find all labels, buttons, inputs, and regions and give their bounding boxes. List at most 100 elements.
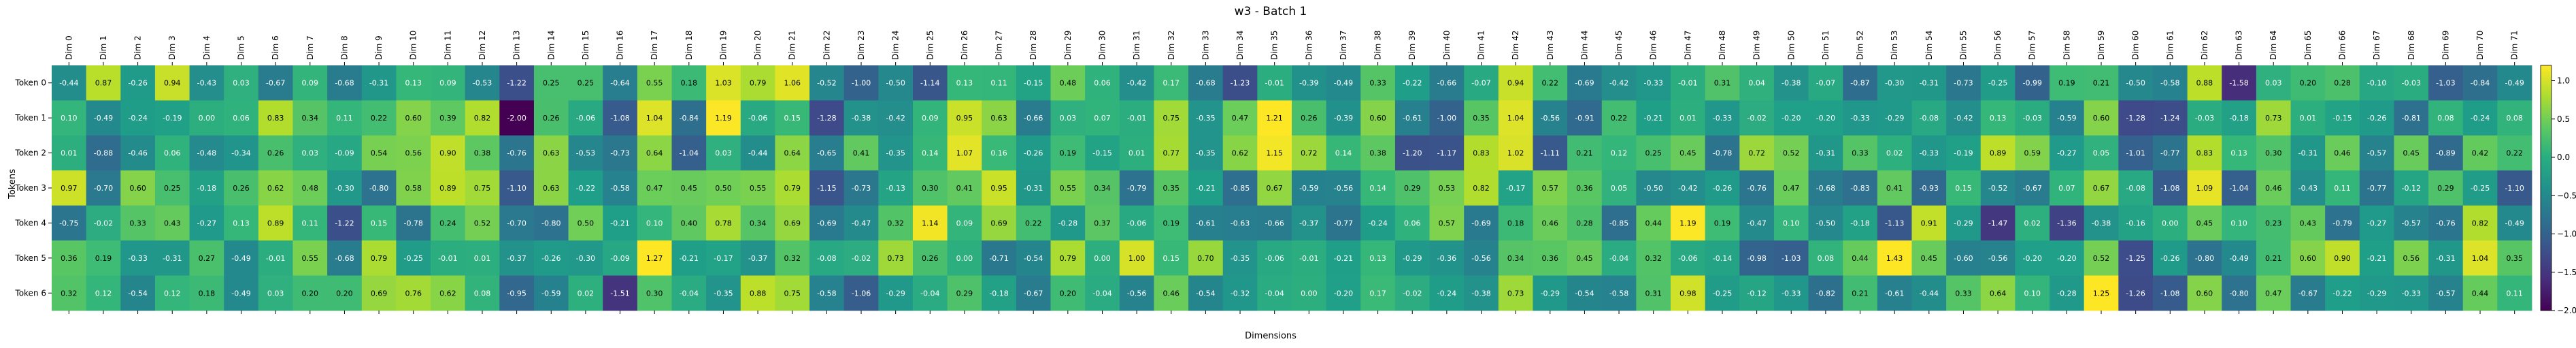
cell-value-label: 0.33 xyxy=(129,219,146,227)
heatmap-cell xyxy=(982,275,1017,311)
cell-value-label: 0.53 xyxy=(1439,184,1456,193)
heatmap-cell xyxy=(1636,170,1671,206)
heatmap-cell xyxy=(1154,65,1189,101)
cell-value-label: 0.55 xyxy=(646,79,663,88)
x-tick-label: Dim 34 xyxy=(1235,31,1245,60)
cell-value-label: 0.27 xyxy=(199,254,216,263)
x-tick-label: Dim 28 xyxy=(1028,31,1038,60)
cell-value-label: -0.70 xyxy=(507,219,526,227)
heatmap-cell xyxy=(1705,170,1740,206)
heatmap-cell xyxy=(2187,100,2222,136)
heatmap-cell xyxy=(189,240,224,276)
cell-value-label: -1.22 xyxy=(335,219,354,227)
heatmap-cell xyxy=(1843,240,1878,276)
heatmap-cell xyxy=(912,100,948,136)
cell-value-label: -0.07 xyxy=(1816,79,1835,88)
x-tick-label: Dim 58 xyxy=(2062,31,2071,60)
heatmap-cell xyxy=(2187,275,2222,311)
y-tick-labels: Token 0 Token 1 Token 2 Token 3 Token 4 Token… xyxy=(14,78,52,298)
cell-value-label: 0.63 xyxy=(543,184,560,193)
heatmap-cell xyxy=(1911,240,1947,276)
cell-value-label: 0.83 xyxy=(1473,149,1490,158)
heatmap-cell xyxy=(1188,170,1224,206)
heatmap-cell xyxy=(2462,65,2498,101)
heatmap-cell xyxy=(2428,275,2464,311)
cell-value-label: -0.70 xyxy=(94,184,113,193)
cell-value-label: 0.46 xyxy=(1163,289,1180,298)
heatmap-cell xyxy=(1394,135,1430,171)
cell-value-label: 0.52 xyxy=(474,219,491,227)
cell-value-label: -0.31 xyxy=(2298,149,2318,158)
cell-value-label: 0.14 xyxy=(1335,149,1352,158)
heatmap-cell xyxy=(1671,135,1706,171)
x-tick-label: Dim 57 xyxy=(2028,31,2037,60)
x-tick-label: Dim 45 xyxy=(1614,31,1624,60)
heatmap-cell xyxy=(1360,275,1396,311)
cell-value-label: 0.60 xyxy=(129,184,146,193)
heatmap-cell xyxy=(1843,100,1878,136)
cell-value-label: -0.15 xyxy=(1092,149,1111,158)
cell-value-label: -0.09 xyxy=(610,254,629,263)
cell-value-label: -0.54 xyxy=(1196,289,1215,298)
cell-value-label: -2.00 xyxy=(507,114,526,123)
cell-value-label: -1.08 xyxy=(610,114,629,123)
cell-value-label: -0.04 xyxy=(1609,254,1628,263)
heatmap-cell xyxy=(2428,135,2464,171)
cell-value-label: 0.33 xyxy=(1852,149,1869,158)
heatmap-cell xyxy=(1257,135,1292,171)
heatmap-cell xyxy=(533,205,569,241)
colorbar-tick-label: −0.5 xyxy=(2557,191,2576,200)
cell-value-label: 0.36 xyxy=(1576,184,1593,193)
cell-value-label: -0.31 xyxy=(1024,184,1043,193)
cell-value-label: 0.94 xyxy=(164,79,181,88)
cell-value-label: 0.32 xyxy=(1645,254,1662,263)
cell-value-label: 0.88 xyxy=(750,289,767,298)
cell-value-label: 0.25 xyxy=(164,184,181,193)
cell-value-label: -1.36 xyxy=(2057,219,2076,227)
heatmap-cell xyxy=(2050,100,2085,136)
cell-value-label: -0.35 xyxy=(714,289,733,298)
cell-value-label: 0.32 xyxy=(61,289,78,298)
x-tick-label: Dim 8 xyxy=(339,35,349,60)
cell-value-label: 0.58 xyxy=(405,184,422,193)
cell-value-label: 1.25 xyxy=(2093,289,2110,298)
heatmap-cell xyxy=(1601,65,1637,101)
cell-value-label: -0.54 xyxy=(128,289,147,298)
heatmap-cell xyxy=(1119,100,1154,136)
cell-value-label: 0.60 xyxy=(2093,114,2110,123)
cell-value-label: 0.45 xyxy=(681,184,698,193)
cell-value-label: 0.76 xyxy=(405,289,422,298)
cell-value-label: 0.29 xyxy=(956,289,973,298)
heatmap-cell xyxy=(1119,205,1154,241)
cell-value-label: -0.84 xyxy=(2471,79,2490,88)
cell-value-label: 0.22 xyxy=(1611,114,1628,123)
cell-value-label: -1.23 xyxy=(1231,79,1250,88)
cell-value-label: -0.46 xyxy=(128,149,147,158)
cell-value-label: 0.46 xyxy=(2334,149,2351,158)
heatmap-cell xyxy=(1257,100,1292,136)
cell-value-label: 0.00 xyxy=(2162,219,2179,227)
x-tick-label: Dim 40 xyxy=(1442,31,1452,60)
cell-value-label: 0.72 xyxy=(1748,149,1765,158)
heatmap-cell xyxy=(189,135,224,171)
x-tick-label: Dim 23 xyxy=(856,31,866,60)
heatmap-cell xyxy=(224,135,259,171)
heatmap-cell xyxy=(2359,135,2394,171)
heatmap-cell xyxy=(2462,100,2498,136)
heatmap-cell xyxy=(843,135,879,171)
cell-value-label: 0.00 xyxy=(1094,254,1111,263)
heatmap-cell xyxy=(2394,240,2429,276)
cell-value-label: -0.31 xyxy=(1816,149,1835,158)
heatmap-cell xyxy=(327,275,363,311)
heatmap-cell xyxy=(1119,170,1154,206)
heatmap-cell xyxy=(2428,100,2464,136)
cell-value-label: -0.58 xyxy=(1609,289,1628,298)
heatmap-cell xyxy=(637,170,672,206)
heatmap-cell xyxy=(2015,170,2050,206)
cell-value-label: -0.75 xyxy=(59,219,78,227)
cell-value-label: -0.14 xyxy=(1713,254,1732,263)
heatmap-cell xyxy=(1911,135,1947,171)
cell-value-label: 0.02 xyxy=(1886,149,1903,158)
cell-value-label: 0.13 xyxy=(1369,254,1386,263)
colorbar-tick-label: 1.0 xyxy=(2557,76,2570,86)
